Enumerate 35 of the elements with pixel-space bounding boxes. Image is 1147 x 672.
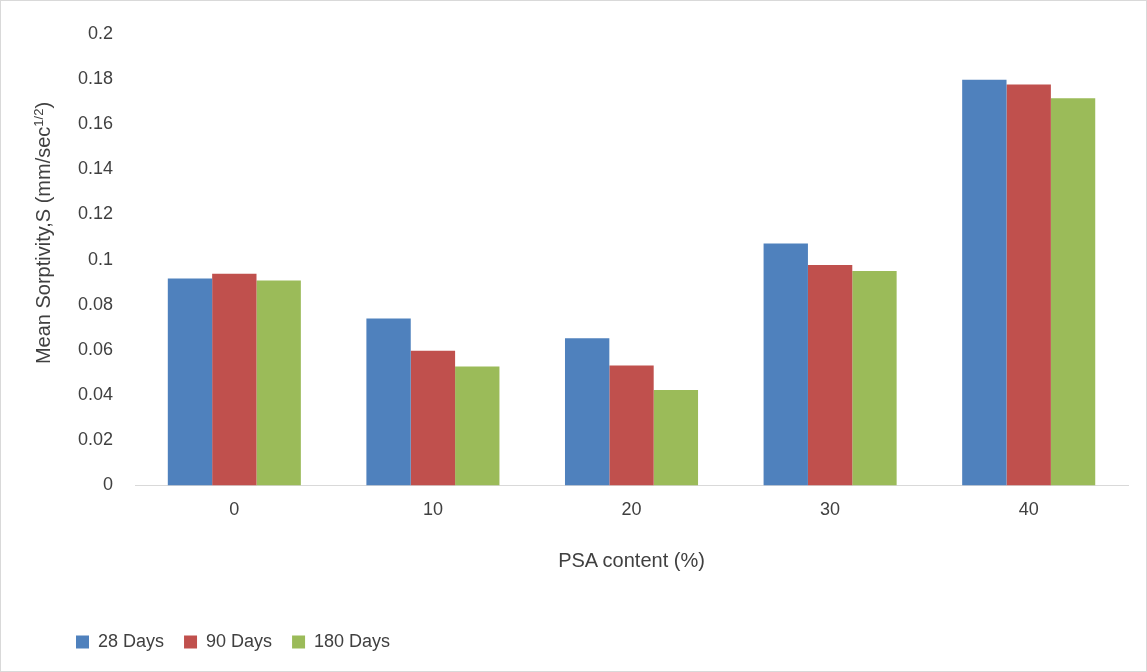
x-tick-label: 40 xyxy=(1018,499,1039,520)
y-tick-label: 0.04 xyxy=(77,384,114,405)
bar xyxy=(852,270,897,486)
x-tick-label: 30 xyxy=(820,499,841,520)
y-tick-label: 0.02 xyxy=(77,429,114,450)
bar xyxy=(962,79,1007,486)
y-tick-label: 0.14 xyxy=(77,158,114,179)
legend-label: 180 Days xyxy=(314,630,391,651)
bar xyxy=(410,350,456,486)
y-tick-label: 0.2 xyxy=(88,22,114,43)
y-tick-label: 0.1 xyxy=(88,248,114,269)
bar xyxy=(807,265,853,486)
x-tick-label: 10 xyxy=(422,499,443,520)
legend-label: 90 Days xyxy=(206,630,273,651)
x-axis-title: PSA content (%) xyxy=(558,548,705,571)
bar xyxy=(256,280,301,486)
y-tick-label: 0.18 xyxy=(77,67,114,88)
y-tick-label: 0 xyxy=(103,474,114,495)
bar xyxy=(564,338,610,486)
bar xyxy=(455,366,500,486)
y-tick-label: 0.06 xyxy=(77,338,114,359)
bar xyxy=(1050,98,1096,486)
bar xyxy=(167,278,213,486)
legend-label: 28 Days xyxy=(98,630,165,651)
bar xyxy=(212,273,257,486)
x-tick-label: 0 xyxy=(229,499,240,520)
y-tick-label: 0.16 xyxy=(77,113,114,134)
bar xyxy=(763,243,808,486)
bar xyxy=(653,389,699,486)
bar xyxy=(366,318,411,486)
x-tick-label: 20 xyxy=(621,499,642,520)
y-tick-label: 0.12 xyxy=(77,203,114,224)
bar xyxy=(1006,84,1051,486)
y-tick-label: 0.08 xyxy=(77,293,114,314)
bar xyxy=(609,365,654,486)
